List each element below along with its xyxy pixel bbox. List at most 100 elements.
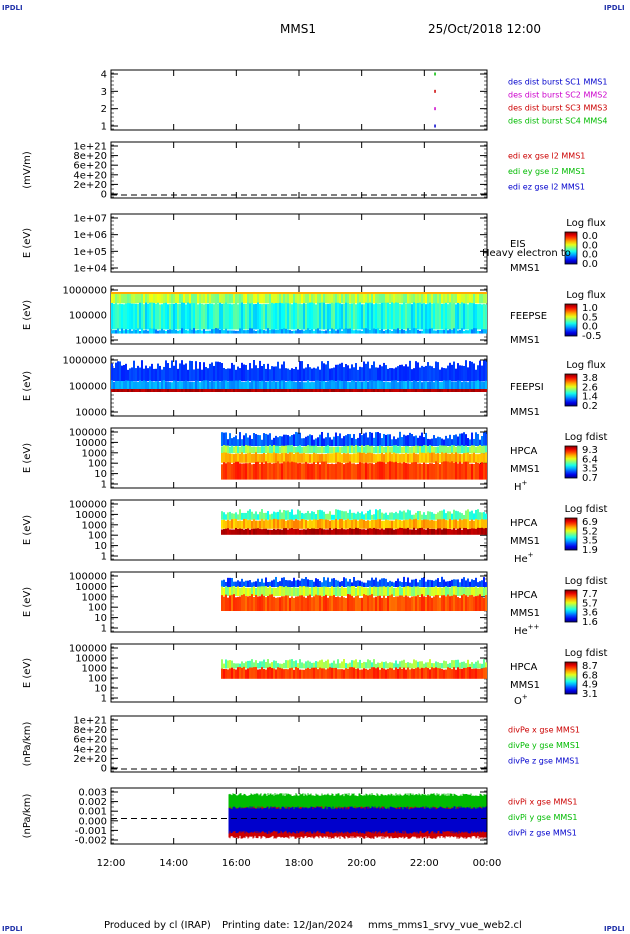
hpca-spectrogram-hpca_he1 [413,519,415,529]
feepsi-spectrogram [167,389,169,392]
hpca-spectrogram-hpca_o [233,663,235,669]
feepsi-spectrogram [149,366,151,382]
feepse-spectrogram [161,328,163,334]
hpca-spectrogram-hpca_he2 [441,595,443,611]
hpca-spectrogram-hpca_o [351,667,353,679]
hpca-spectrogram-hpca_he1 [349,509,351,520]
feepse-spectrogram [255,303,257,330]
hpca-spectrogram-hpca_he2 [373,597,375,611]
feepsi-spectrogram [117,361,119,382]
feepse-spectrogram [367,303,369,330]
feepsi-spectrogram [413,380,415,389]
hpca-spectrogram-hpca_he2 [403,596,405,611]
x-tick-label: 18:00 [285,858,314,869]
hpca-spectrogram-hpca_o [233,668,235,679]
feepse-spectrogram [343,293,345,304]
feepsi-spectrogram [477,365,479,382]
feepse-spectrogram [393,329,395,334]
hpca-spectrogram-hpca_h [245,445,247,454]
hpca-spectrogram-hpca_he1 [383,520,385,529]
feepse-spectrogram [235,330,237,334]
feepsi-spectrogram [479,389,481,392]
feepse-spectrogram [195,330,197,334]
feepsi-spectrogram [227,389,229,392]
feepse-spectrogram [159,293,161,304]
species-label: O+ [514,693,528,707]
feepse-spectrogram [289,293,291,304]
feepse-spectrogram [121,304,123,330]
hpca-spectrogram-hpca_h [421,463,423,480]
legend-entry: divPe x gse MMS1 [508,725,580,734]
hpca-spectrogram-hpca_he1 [481,527,483,535]
feepsi-spectrogram [217,361,219,382]
hpca-spectrogram-hpca_h [369,452,371,463]
feepsi-spectrogram [241,389,243,392]
feepse-spectrogram [411,293,413,304]
hpca-spectrogram-hpca_h [399,454,401,463]
hpca-spectrogram-hpca_h [463,453,465,463]
hpca-spectrogram-hpca_h [457,453,459,463]
feepse-spectrogram [317,302,319,330]
hpca-spectrogram-hpca_he2 [309,587,311,596]
feepse-spectrogram [111,302,113,330]
colorbar-label: 3.5 [582,536,598,547]
feepsi-spectrogram [353,380,355,389]
feepsi-spectrogram [417,381,419,389]
hpca-spectrogram-hpca_he2 [361,581,363,587]
hpca-spectrogram-hpca_he2 [369,595,371,611]
feepse-spectrogram [157,292,159,304]
feepse-spectrogram [163,330,165,334]
feepsi-spectrogram [255,380,257,389]
hpca-spectrogram-hpca_he2 [283,577,285,587]
feepsi-spectrogram [141,381,143,389]
feepsi-spectrogram [233,389,235,392]
hpca-spectrogram-hpca_h [307,435,309,446]
hpca-spectrogram-hpca_he2 [353,586,355,596]
hpca-spectrogram-hpca_h [447,453,449,463]
hpca-spectrogram-hpca_he2 [413,579,415,587]
y-tick-label: -0.001 [75,826,107,837]
hpca-spectrogram-hpca_he1 [301,529,303,535]
hpca-spectrogram-hpca_h [279,436,281,446]
hpca-spectrogram-hpca_he1 [263,512,265,520]
hpca-spectrogram-hpca_h [247,463,249,480]
hpca-spectrogram-hpca_h [413,462,415,480]
hpca-spectrogram-hpca_h [253,446,255,454]
feepsi-spectrogram [289,380,291,389]
feepsi-spectrogram [235,389,237,392]
feepse-spectrogram [191,302,193,330]
hpca-spectrogram-hpca_h [253,463,255,480]
feepsi-spectrogram [343,381,345,389]
hpca-spectrogram-hpca_he1 [433,528,435,535]
feepsi-spectrogram [343,367,345,382]
spacecraft-label: MMS1 [510,464,540,475]
y-axis-label: E (eV) [22,371,33,401]
hpca-spectrogram-hpca_he2 [347,581,349,587]
hpca-spectrogram-hpca_he2 [259,596,261,611]
hpca-spectrogram-hpca_h [415,462,417,480]
feepsi-spectrogram [131,367,133,382]
hpca-spectrogram-hpca_h [457,445,459,454]
hpca-spectrogram-hpca_o [449,668,451,679]
feepsi-spectrogram [449,362,451,382]
hpca-spectrogram-hpca_he1 [437,528,439,535]
hpca-spectrogram-hpca_he2 [333,595,335,611]
hpca-spectrogram-hpca_he1 [389,512,391,520]
hpca-spectrogram-hpca_h [307,445,309,454]
hpca-spectrogram-hpca_h [427,464,429,480]
feepse-spectrogram [307,292,309,304]
feepse-spectrogram [305,293,307,304]
hpca-spectrogram-hpca_h [435,461,437,480]
feepsi-spectrogram [231,362,233,382]
y-tick-label: 1 [101,122,107,133]
feepse-spectrogram [247,293,249,304]
feepse-spectrogram [433,293,435,304]
feepsi-spectrogram [453,381,455,389]
hpca-spectrogram-hpca_he1 [375,519,377,529]
hpca-spectrogram-hpca_h [455,452,457,463]
hpca-spectrogram-hpca_o [435,667,437,679]
feepse-spectrogram [475,328,477,334]
feepsi-spectrogram [463,365,465,382]
feepsi-spectrogram [395,367,397,382]
feepsi-spectrogram [429,389,431,392]
